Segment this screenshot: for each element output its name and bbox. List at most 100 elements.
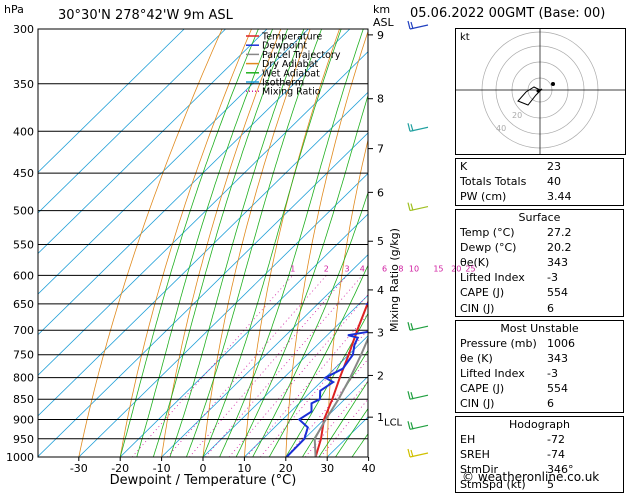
index-value: 3.44 bbox=[547, 190, 572, 204]
hpa-unit: hPa bbox=[4, 3, 24, 16]
most-unstable-label: θe (K) bbox=[460, 351, 493, 365]
wind-barb bbox=[410, 392, 414, 400]
wind-barb bbox=[410, 449, 414, 458]
hodograph-panel: kt 20 40 bbox=[455, 28, 626, 155]
mixing-ratio-label: 4 bbox=[360, 264, 365, 273]
pressure-tick-label: 950 bbox=[13, 433, 34, 446]
pressure-tick-label: 600 bbox=[13, 269, 34, 282]
hodograph-param-row: EH -72 bbox=[456, 432, 623, 447]
hodograph-params-title: Hodograph bbox=[509, 417, 570, 431]
km-tick-label: 5 bbox=[377, 235, 384, 248]
most-unstable-row: θe (K) 343 bbox=[456, 351, 623, 366]
pressure-tick-label: 1000 bbox=[6, 451, 34, 464]
x-tick-label: -20 bbox=[111, 462, 129, 475]
wind-barb bbox=[410, 21, 414, 30]
surface-label: CAPE (J) bbox=[460, 286, 505, 300]
pressure-tick-label: 800 bbox=[13, 372, 34, 385]
mixing-ratio-label: 6 bbox=[382, 264, 387, 273]
x-tick-label: -10 bbox=[153, 462, 171, 475]
index-row: K 23 bbox=[456, 159, 623, 174]
most-unstable-value: 343 bbox=[547, 351, 568, 365]
index-label: Totals Totals bbox=[460, 175, 527, 189]
mixing-ratio-line bbox=[260, 328, 368, 457]
hodograph-plot: kt 20 40 bbox=[456, 29, 625, 154]
pressure-tick-label: 650 bbox=[13, 298, 34, 311]
hodograph-trace bbox=[517, 86, 543, 106]
surface-row: Temp (°C) 27.2 bbox=[456, 225, 623, 240]
legend-label: Wet Adiabat bbox=[262, 68, 320, 79]
km-tick-label: 7 bbox=[377, 143, 384, 156]
surface-row: Dewp (°C) 20.2 bbox=[456, 240, 623, 255]
x-tick-label: 30 bbox=[320, 462, 334, 475]
legend-label: Temperature bbox=[261, 32, 322, 43]
mixing-ratio-label: 1 bbox=[290, 264, 295, 273]
surface-label: CIN (J) bbox=[460, 301, 495, 315]
most-unstable-value: 554 bbox=[547, 382, 568, 396]
wet-adiabat-line bbox=[136, 29, 273, 457]
surface-value: 27.2 bbox=[547, 225, 572, 239]
surface-label: θe(K) bbox=[460, 255, 490, 269]
surface-value: 6 bbox=[547, 301, 554, 315]
isotherm-line bbox=[38, 29, 351, 336]
wind-barb bbox=[410, 422, 414, 430]
temperature-line bbox=[314, 299, 368, 457]
mixing-ratio-label: 15 bbox=[433, 264, 443, 273]
wet-adiabat-line bbox=[318, 380, 368, 457]
legend-label: Mixing Ratio bbox=[262, 87, 321, 98]
wind-barb bbox=[407, 448, 411, 458]
surface-label: Temp (°C) bbox=[460, 225, 515, 239]
legend-label: Dry Adiabat bbox=[262, 59, 319, 70]
x-tick-label: 20 bbox=[279, 462, 293, 475]
hodograph-param-value: -72 bbox=[547, 432, 565, 446]
parcel-trajectory-line bbox=[313, 336, 368, 457]
isotherm-line bbox=[38, 132, 368, 457]
mixing-ratio-line bbox=[285, 358, 368, 457]
hodograph-param-value: -74 bbox=[547, 447, 565, 461]
storm-motion-marker bbox=[551, 82, 555, 86]
asl-unit: ASL bbox=[373, 16, 395, 29]
dry-adiabat-line bbox=[78, 29, 223, 457]
wet-adiabat-line bbox=[119, 29, 259, 457]
isotherm-line bbox=[244, 335, 368, 457]
surface-label: Dewp (°C) bbox=[460, 240, 517, 254]
wind-barb bbox=[407, 20, 411, 30]
mixing-ratio-label: 10 bbox=[409, 264, 419, 273]
index-label: K bbox=[460, 160, 468, 173]
pressure-tick-label: 400 bbox=[13, 125, 34, 138]
most-unstable-value: 1006 bbox=[547, 336, 575, 350]
x-tick-label: 10 bbox=[237, 462, 251, 475]
hodograph-unit: kt bbox=[460, 32, 470, 43]
x-tick-label: 40 bbox=[362, 462, 376, 475]
index-row: PW (cm) 3.44 bbox=[456, 189, 623, 204]
wind-barb bbox=[407, 123, 411, 132]
km-tick-label: 1 bbox=[377, 411, 384, 424]
surface-value: 343 bbox=[547, 255, 568, 269]
isotherm-line bbox=[285, 375, 368, 457]
surface-value: 554 bbox=[547, 286, 568, 300]
pressure-tick-label: 700 bbox=[13, 324, 34, 337]
surface-value: 20.2 bbox=[547, 240, 572, 254]
isotherm-line bbox=[161, 254, 368, 457]
mixing-ratio-label: 20 bbox=[451, 264, 461, 273]
index-row: Totals Totals 40 bbox=[456, 174, 623, 189]
hodograph-param-value: 5 bbox=[547, 478, 554, 492]
isotherm-line bbox=[38, 51, 368, 376]
most-unstable-value: -3 bbox=[547, 367, 558, 381]
most-unstable-label: Pressure (mb) bbox=[460, 336, 537, 350]
surface-value: -3 bbox=[547, 271, 558, 285]
km-tick-label: 6 bbox=[377, 186, 384, 199]
mixing-ratio-label: 2 bbox=[324, 264, 329, 273]
wind-barb bbox=[410, 323, 414, 331]
km-tick-label: 4 bbox=[377, 284, 384, 297]
most-unstable-label: Lifted Index bbox=[460, 367, 525, 381]
hodograph-param-label: StmDir bbox=[460, 463, 499, 476]
indices-box: K 23 Totals Totals 40 PW (cm) 3.44 bbox=[455, 158, 624, 206]
most-unstable-value: 6 bbox=[547, 397, 554, 411]
km-unit: km bbox=[373, 3, 390, 16]
km-tick-label: 9 bbox=[377, 29, 384, 42]
pressure-tick-label: 850 bbox=[13, 393, 34, 406]
surface-row: CAPE (J) 554 bbox=[456, 285, 623, 300]
most-unstable-row: Pressure (mb) 1006 bbox=[456, 336, 623, 351]
hodograph-param-label: EH bbox=[460, 432, 476, 446]
